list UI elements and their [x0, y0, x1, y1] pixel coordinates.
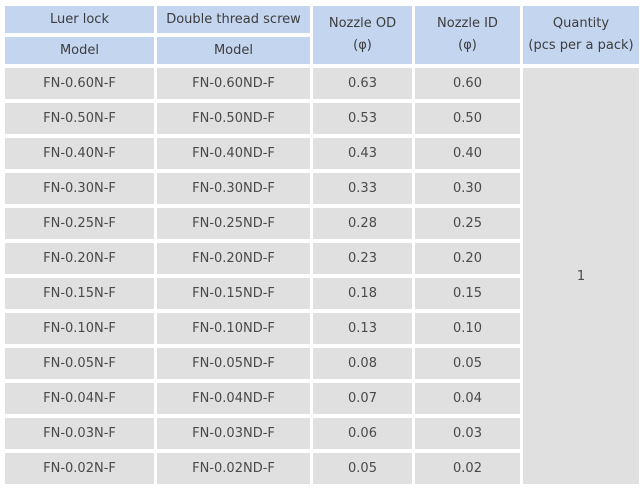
nozzle-id-cell: 0.15 [415, 278, 520, 309]
nozzle-id-cell: 0.40 [415, 138, 520, 169]
spec-row: FN-0.30N-F FN-0.30ND-F 0.33 0.30 [5, 173, 639, 204]
spec-row: FN-0.05N-F FN-0.05ND-F 0.08 0.05 [5, 348, 639, 379]
header-row-2: Model Model [5, 37, 639, 64]
nozzle-od-cell: 0.33 [313, 173, 412, 204]
luer-model-cell: FN-0.30N-F [5, 173, 154, 204]
luer-model-cell: FN-0.04N-F [5, 383, 154, 414]
double-thread-model-cell: FN-0.30ND-F [157, 173, 310, 204]
nozzle-id-cell: 0.04 [415, 383, 520, 414]
spec-row: FN-0.40N-F FN-0.40ND-F 0.43 0.40 [5, 138, 639, 169]
double-thread-model-cell: FN-0.40ND-F [157, 138, 310, 169]
nozzle-id-cell: 0.03 [415, 418, 520, 449]
table-body: FN-0.60N-F FN-0.60ND-F 0.63 0.60 1 FN-0.… [5, 68, 639, 484]
spec-row: FN-0.50N-F FN-0.50ND-F 0.53 0.50 [5, 103, 639, 134]
double-thread-model-cell: FN-0.25ND-F [157, 208, 310, 239]
spec-row: FN-0.03N-F FN-0.03ND-F 0.06 0.03 [5, 418, 639, 449]
luer-model-cell: FN-0.03N-F [5, 418, 154, 449]
nozzle-od-cell: 0.28 [313, 208, 412, 239]
nozzle-id-cell: 0.02 [415, 453, 520, 484]
double-thread-model-cell: FN-0.02ND-F [157, 453, 310, 484]
header-quantity-line1: Quantity [552, 16, 610, 31]
nozzle-od-cell: 0.07 [313, 383, 412, 414]
spec-row: FN-0.04N-F FN-0.04ND-F 0.07 0.04 [5, 383, 639, 414]
nozzle-id-cell: 0.10 [415, 313, 520, 344]
luer-model-cell: FN-0.40N-F [5, 138, 154, 169]
nozzle-od-cell: 0.06 [313, 418, 412, 449]
double-thread-model-cell: FN-0.10ND-F [157, 313, 310, 344]
nozzle-od-cell: 0.05 [313, 453, 412, 484]
nozzle-id-cell: 0.50 [415, 103, 520, 134]
nozzle-od-cell: 0.13 [313, 313, 412, 344]
nozzle-od-cell: 0.23 [313, 243, 412, 274]
luer-model-cell: FN-0.20N-F [5, 243, 154, 274]
double-thread-model-cell: FN-0.50ND-F [157, 103, 310, 134]
luer-model-cell: FN-0.05N-F [5, 348, 154, 379]
double-thread-model-cell: FN-0.04ND-F [157, 383, 310, 414]
nozzle-id-cell: 0.20 [415, 243, 520, 274]
double-thread-model-cell: FN-0.60ND-F [157, 68, 310, 99]
header-quantity: Quantity (pcs per a pack) [523, 6, 639, 64]
nozzle-id-cell: 0.60 [415, 68, 520, 99]
nozzle-id-cell: 0.05 [415, 348, 520, 379]
header-luer-lock-model: Model [5, 37, 154, 64]
header-luer-lock: Luer lock [5, 6, 154, 33]
double-thread-model-cell: FN-0.03ND-F [157, 418, 310, 449]
spec-row: FN-0.60N-F FN-0.60ND-F 0.63 0.60 1 [5, 68, 639, 484]
luer-model-cell: FN-0.10N-F [5, 313, 154, 344]
nozzle-od-cell: 0.63 [313, 68, 412, 99]
luer-model-cell: FN-0.02N-F [5, 453, 154, 484]
header-nozzle-id-line1: Nozzle ID [437, 16, 498, 31]
nozzle-od-cell: 0.43 [313, 138, 412, 169]
nozzle-id-cell: 0.30 [415, 173, 520, 204]
nozzle-od-cell: 0.18 [313, 278, 412, 309]
luer-model-cell: FN-0.50N-F [5, 103, 154, 134]
nozzle-od-cell: 0.53 [313, 103, 412, 134]
table-header: Luer lock Double thread screw Nozzle OD … [5, 6, 639, 64]
header-nozzle-od-line2: (φ) [353, 38, 372, 53]
spec-row: FN-0.20N-F FN-0.20ND-F 0.23 0.20 [5, 243, 639, 274]
luer-model-cell: FN-0.25N-F [5, 208, 154, 239]
luer-model-cell: FN-0.15N-F [5, 278, 154, 309]
spec-row: FN-0.10N-F FN-0.10ND-F 0.13 0.10 [5, 313, 639, 344]
nozzle-id-cell: 0.25 [415, 208, 520, 239]
header-quantity-line2: (pcs per a pack) [528, 38, 634, 53]
header-row-1: Luer lock Double thread screw Nozzle OD … [5, 6, 639, 64]
header-double-thread-screw-model: Model [157, 37, 310, 64]
spec-row: FN-0.02N-F FN-0.02ND-F 0.05 0.02 [5, 453, 639, 484]
quantity-cell: 1 [523, 68, 639, 484]
double-thread-model-cell: FN-0.20ND-F [157, 243, 310, 274]
spec-row: FN-0.25N-F FN-0.25ND-F 0.28 0.25 [5, 208, 639, 239]
header-nozzle-od: Nozzle OD (φ) [313, 6, 412, 64]
header-double-thread-screw: Double thread screw [157, 6, 310, 33]
spec-row: FN-0.15N-F FN-0.15ND-F 0.18 0.15 [5, 278, 639, 309]
header-nozzle-od-line1: Nozzle OD [328, 16, 397, 31]
nozzle-od-cell: 0.08 [313, 348, 412, 379]
luer-model-cell: FN-0.60N-F [5, 68, 154, 99]
header-nozzle-id-line2: (φ) [458, 38, 477, 53]
double-thread-model-cell: FN-0.15ND-F [157, 278, 310, 309]
double-thread-model-cell: FN-0.05ND-F [157, 348, 310, 379]
header-nozzle-id: Nozzle ID (φ) [415, 6, 520, 64]
